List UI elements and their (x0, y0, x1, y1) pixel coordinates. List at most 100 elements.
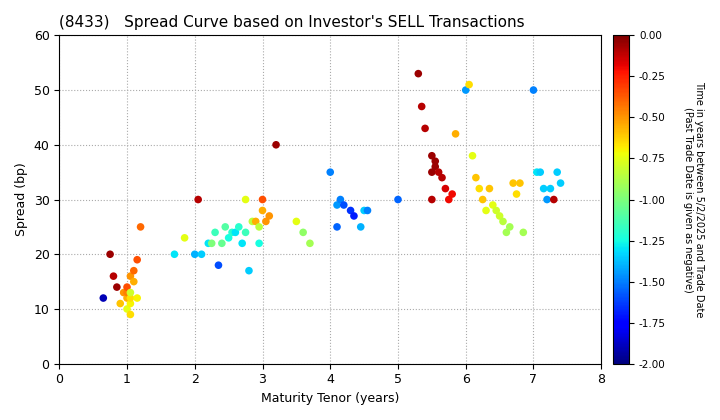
Point (464, 81, 475, 88)
Point (426, 196, 438, 203)
Point (474, 185, 485, 192)
Point (128, 278, 140, 285)
Point (121, 306, 132, 312)
Point (246, 218, 258, 225)
Point (264, 213, 275, 219)
Point (484, 185, 495, 192)
X-axis label: Maturity Tenor (years): Maturity Tenor (years) (261, 392, 400, 405)
Point (125, 300, 136, 307)
Point (216, 240, 228, 247)
Point (108, 273, 120, 280)
Point (291, 218, 302, 225)
Point (111, 284, 122, 291)
Point (212, 262, 224, 268)
Point (121, 284, 132, 291)
Point (477, 196, 488, 203)
Point (555, 180, 567, 186)
Point (335, 196, 346, 203)
Point (541, 196, 553, 203)
Point (135, 223, 146, 230)
Point (359, 207, 370, 214)
Point (250, 218, 261, 225)
Point (220, 223, 231, 230)
Y-axis label: Time in years between 5/2/2025 and Trade Date
(Past Trade Date is given as negat: Time in years between 5/2/2025 and Trade… (683, 81, 704, 318)
Point (253, 223, 265, 230)
Point (240, 196, 251, 203)
Point (121, 289, 132, 296)
Point (426, 169, 438, 176)
Point (440, 185, 451, 192)
Point (243, 267, 255, 274)
Point (433, 169, 444, 176)
Point (498, 218, 509, 225)
Point (223, 234, 235, 241)
Point (446, 191, 458, 197)
Point (413, 70, 424, 77)
Point (544, 185, 556, 192)
Point (226, 229, 238, 236)
Point (132, 295, 143, 302)
Point (361, 207, 373, 214)
Point (338, 202, 349, 208)
Point (450, 131, 462, 137)
Point (467, 152, 478, 159)
Point (348, 213, 360, 219)
Point (552, 169, 563, 176)
Point (202, 240, 214, 247)
Point (416, 103, 428, 110)
Point (125, 289, 136, 296)
Point (538, 185, 549, 192)
Point (392, 196, 404, 203)
Point (470, 174, 482, 181)
Point (125, 295, 136, 302)
Point (128, 267, 140, 274)
Point (168, 251, 180, 257)
Point (436, 174, 448, 181)
Point (460, 87, 472, 93)
Point (125, 311, 136, 318)
Point (518, 229, 529, 236)
Point (236, 240, 248, 247)
Point (490, 207, 502, 214)
Point (230, 229, 241, 236)
Point (189, 251, 201, 257)
Point (331, 223, 343, 230)
Point (325, 169, 336, 176)
Point (257, 207, 269, 214)
Point (430, 158, 441, 165)
Point (210, 229, 221, 236)
Text: (8433)   Spread Curve based on Investor's SELL Transactions: (8433) Spread Curve based on Investor's … (59, 15, 525, 30)
Point (304, 240, 315, 247)
Point (196, 251, 207, 257)
Point (297, 229, 309, 236)
Point (430, 163, 441, 170)
Point (494, 213, 505, 219)
Point (345, 207, 356, 214)
Point (253, 240, 265, 247)
Point (480, 207, 492, 214)
Point (206, 240, 217, 247)
Point (132, 256, 143, 263)
Point (331, 202, 343, 208)
Point (508, 180, 519, 186)
Point (419, 125, 431, 132)
Point (531, 169, 543, 176)
Point (510, 191, 522, 197)
Point (192, 196, 204, 203)
Point (355, 223, 366, 230)
Point (125, 273, 136, 280)
Point (426, 152, 438, 159)
Point (443, 196, 454, 203)
Point (260, 218, 271, 225)
Point (514, 180, 526, 186)
Point (528, 87, 539, 93)
Point (114, 300, 126, 307)
Point (121, 295, 132, 302)
Point (270, 142, 282, 148)
Point (257, 196, 269, 203)
Point (104, 251, 116, 257)
Point (548, 196, 559, 203)
Point (504, 223, 516, 230)
Y-axis label: Spread (bp): Spread (bp) (15, 163, 28, 236)
Point (118, 289, 130, 296)
